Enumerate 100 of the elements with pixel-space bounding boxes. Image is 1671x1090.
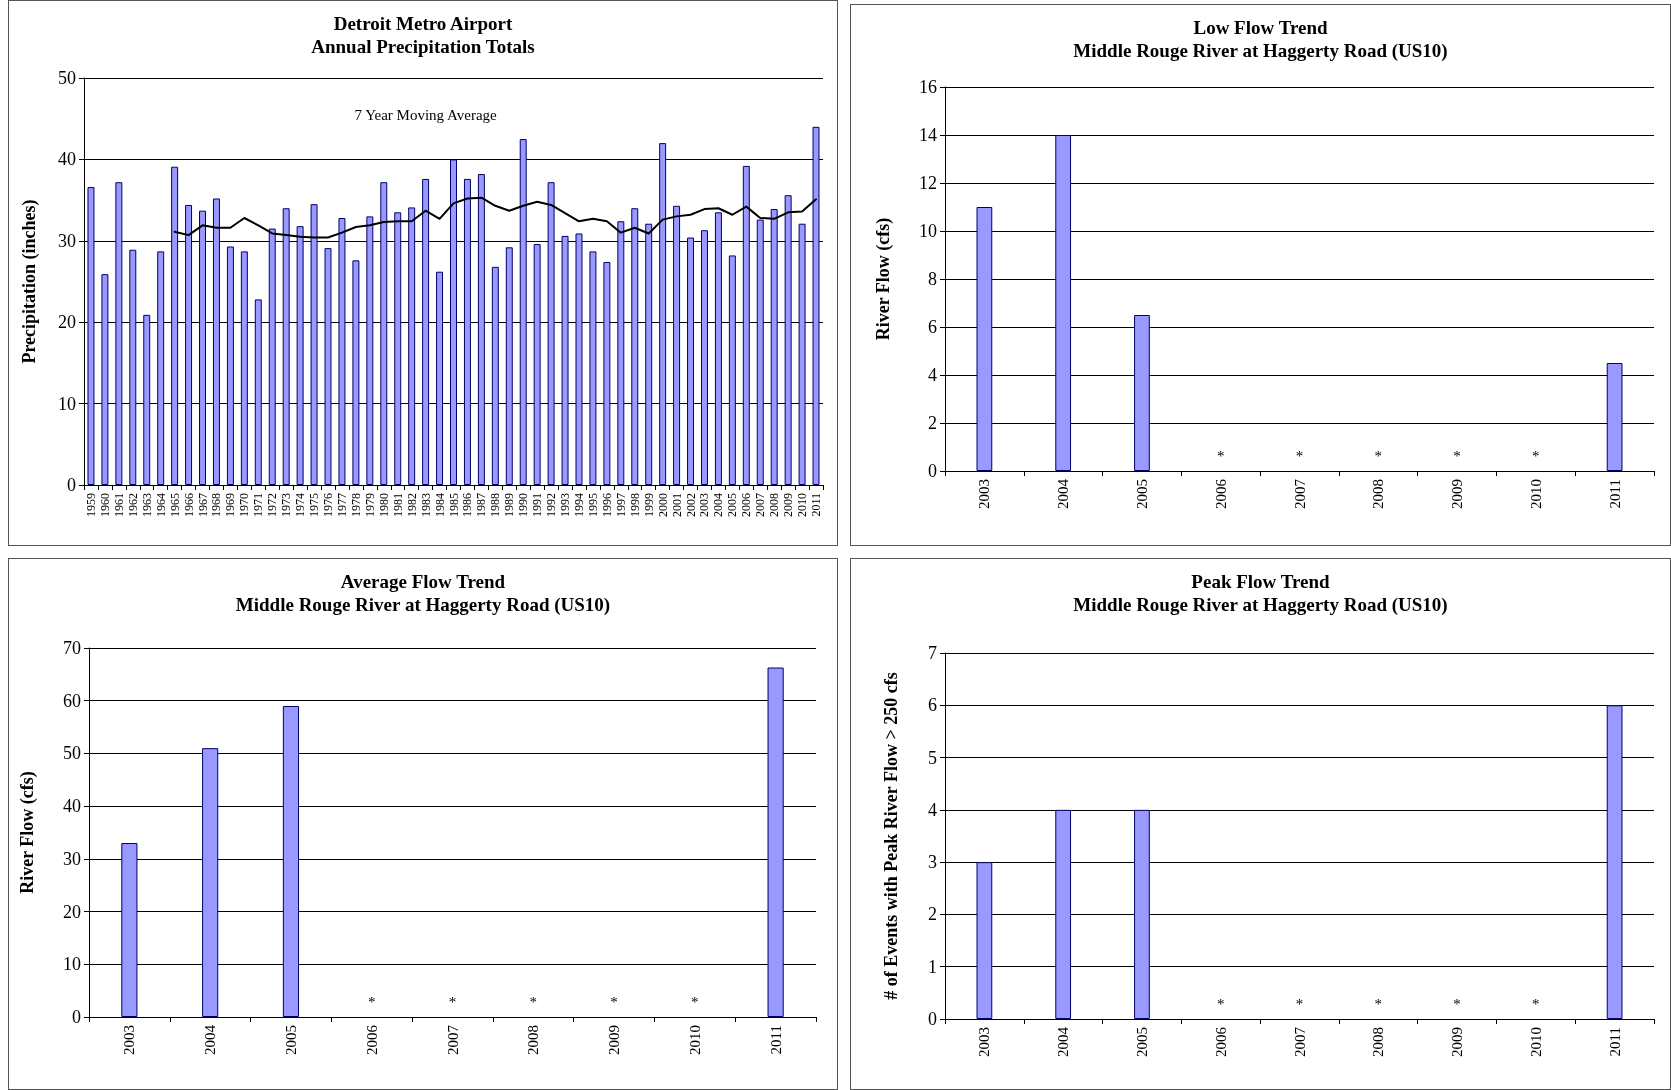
y-tick-label: 0 — [67, 475, 76, 495]
y-tick-label: 60 — [63, 690, 81, 711]
bar — [394, 212, 402, 485]
x-tick-label: 2004 — [202, 1024, 219, 1055]
x-tick-label: 2010 — [686, 1025, 703, 1055]
bar — [728, 255, 736, 485]
chart-title: Average Flow Trend — [340, 571, 506, 592]
x-tick-label: 2007 — [753, 493, 768, 517]
x-tick-label: 2009 — [606, 1025, 623, 1055]
y-tick-label: 30 — [58, 230, 76, 251]
x-tick-label: 2009 — [781, 493, 796, 517]
chart-subtitle: Middle Rouge River at Haggerty Road (US10) — [1073, 594, 1448, 616]
text: * — [691, 993, 699, 1010]
x-tick-label: 2005 — [1133, 479, 1150, 509]
bar — [645, 223, 653, 485]
x-tick-label: 2011 — [1606, 479, 1623, 509]
bar — [268, 228, 276, 485]
x-tick-label: 2008 — [525, 1025, 542, 1055]
x-tick-label: 2006 — [363, 1024, 380, 1055]
y-tick-label: 70 — [63, 638, 81, 658]
text: * — [1295, 995, 1304, 1012]
y-tick-label: 5 — [928, 747, 937, 768]
x-tick-label: 1964 — [153, 493, 168, 517]
bar — [463, 178, 471, 485]
x-tick-label: 1990 — [516, 493, 531, 517]
x-tick-label: 2006 — [1212, 478, 1229, 509]
x-tick-label: 2009 — [1449, 1027, 1466, 1057]
x-tick-label: 1996 — [599, 493, 614, 517]
bar — [101, 274, 109, 485]
x-tick-label: 2010 — [1527, 479, 1544, 509]
text: * — [1295, 447, 1304, 464]
bar — [380, 182, 388, 485]
bar — [199, 210, 206, 485]
x-tick-label: 2001 — [669, 493, 684, 517]
bar — [422, 178, 430, 485]
x-tick-label: 2002 — [683, 493, 698, 517]
y-tick-label: 4 — [928, 365, 937, 385]
bar — [296, 226, 304, 485]
x-tick-label: 2008 — [767, 493, 782, 517]
bar — [784, 195, 792, 485]
x-tick-label: 1960 — [97, 493, 112, 517]
bar — [714, 212, 722, 485]
x-tick-label: 1999 — [641, 493, 656, 517]
y-tick-label: 10 — [63, 954, 81, 975]
bar — [756, 219, 764, 485]
y-tick-label: 2 — [928, 904, 937, 925]
bar — [812, 126, 820, 485]
bar — [212, 198, 220, 485]
x-tick-label: 1986 — [460, 493, 475, 517]
x-tick-label: 2010 — [795, 493, 810, 517]
chart-subtitle: Annual Precipitation Totals — [311, 36, 535, 57]
line-series — [173, 196, 818, 239]
x-tick-label: 2010 — [1527, 1027, 1544, 1057]
bar — [477, 174, 485, 485]
bar — [282, 208, 290, 485]
bar — [254, 299, 262, 485]
x-tick-label: 1989 — [502, 493, 517, 517]
bar — [798, 223, 806, 485]
x-tick-label: 2003 — [976, 1027, 993, 1057]
bar — [282, 705, 300, 1017]
x-tick-label: 1968 — [209, 493, 224, 517]
text: 7 Year Moving Average — [354, 106, 498, 123]
x-tick-label: 1998 — [627, 493, 642, 517]
bar — [561, 235, 569, 485]
y-tick-label: 10 — [919, 221, 937, 241]
y-tick-label: 4 — [928, 799, 937, 820]
x-tick-label: 1988 — [488, 493, 503, 517]
y-axis-title: # of Events with Peak River Flow > 250 cfs — [881, 672, 901, 1000]
bar — [129, 249, 137, 485]
chart-title: Peak Flow Trend — [1191, 571, 1331, 592]
y-tick-label: 1 — [928, 956, 937, 977]
bar — [617, 221, 625, 485]
x-tick-label: 1978 — [348, 493, 363, 517]
x-tick-label: 2004 — [1055, 1026, 1072, 1057]
x-tick-label: 1972 — [265, 493, 280, 517]
x-tick-label: 2011 — [809, 493, 824, 517]
x-tick-label: 1971 — [251, 493, 266, 517]
bar — [603, 261, 611, 485]
bar — [310, 204, 318, 485]
y-tick-label: 50 — [58, 68, 76, 88]
bar — [1606, 705, 1623, 1019]
text: * — [1453, 447, 1461, 464]
x-tick-label: 1991 — [530, 493, 545, 517]
x-tick-label: 1975 — [307, 493, 322, 517]
text: * — [1532, 447, 1540, 464]
x-tick-label: 1982 — [404, 493, 419, 517]
bar — [408, 207, 416, 485]
x-tick-label: 2006 — [1212, 1026, 1229, 1057]
bar — [976, 862, 993, 1019]
x-tick-label: 1963 — [139, 493, 154, 517]
x-tick-label: 1961 — [111, 493, 126, 517]
x-tick-label: 2007 — [1291, 478, 1308, 509]
x-tick-label: 1992 — [544, 493, 559, 517]
y-axis-title: River Flow (cfs) — [17, 771, 38, 894]
x-tick-label: 2003 — [697, 493, 712, 517]
bar — [673, 205, 681, 485]
x-tick-label: 2004 — [1055, 478, 1072, 509]
x-tick-label: 2008 — [1370, 1027, 1387, 1057]
x-tick-label: 1965 — [167, 493, 182, 517]
text: * — [1216, 995, 1225, 1012]
